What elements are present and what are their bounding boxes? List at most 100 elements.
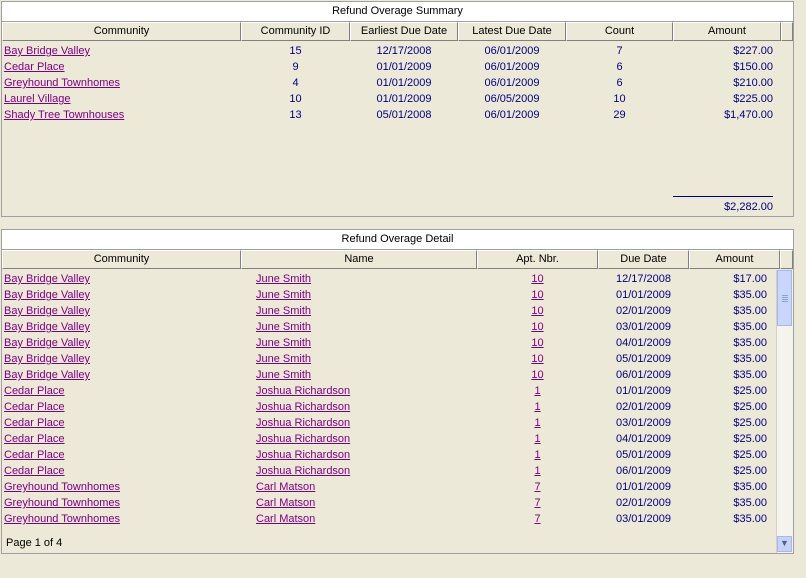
detail-name-link[interactable]: June Smith bbox=[256, 305, 312, 317]
detail-apt-link[interactable]: 7 bbox=[534, 513, 541, 525]
detail-name-link[interactable]: Carl Matson bbox=[256, 481, 316, 493]
summary-col-earliest-due[interactable]: Earliest Due Date bbox=[350, 22, 458, 41]
summary-community-link[interactable]: Cedar Place bbox=[4, 61, 65, 73]
table-row: Greyhound Townhomes Carl Matson 7 02/01/… bbox=[2, 495, 776, 511]
detail-name-link[interactable]: June Smith bbox=[256, 369, 312, 381]
detail-community-link[interactable]: Bay Bridge Valley bbox=[4, 289, 91, 301]
detail-amount: $35.00 bbox=[733, 321, 767, 333]
detail-apt-link[interactable]: 7 bbox=[534, 497, 541, 509]
detail-name-link[interactable]: June Smith bbox=[256, 353, 312, 365]
detail-community-link[interactable]: Bay Bridge Valley bbox=[4, 369, 91, 381]
table-row: Bay Bridge Valley June Smith 10 06/01/20… bbox=[2, 367, 776, 383]
scroll-down-button[interactable]: ▼ bbox=[777, 536, 792, 552]
detail-community-link[interactable]: Bay Bridge Valley bbox=[4, 273, 91, 285]
summary-earliest-date: 12/17/2008 bbox=[376, 45, 432, 57]
detail-name-link[interactable]: Carl Matson bbox=[256, 497, 316, 509]
table-row: Bay Bridge Valley June Smith 10 12/17/20… bbox=[2, 271, 776, 287]
detail-community-link[interactable]: Bay Bridge Valley bbox=[4, 321, 91, 333]
table-row: Cedar Place Joshua Richardson 1 03/01/20… bbox=[2, 415, 776, 431]
table-row: Cedar Place Joshua Richardson 1 05/01/20… bbox=[2, 447, 776, 463]
detail-name-link[interactable]: June Smith bbox=[256, 321, 312, 333]
detail-col-amount[interactable]: Amount bbox=[689, 250, 780, 269]
summary-latest-date: 06/01/2009 bbox=[484, 61, 540, 73]
detail-col-name[interactable]: Name bbox=[241, 250, 477, 269]
detail-apt-link[interactable]: 10 bbox=[531, 369, 544, 381]
detail-name-link[interactable]: Joshua Richardson bbox=[256, 465, 351, 477]
detail-apt-link[interactable]: 10 bbox=[531, 321, 544, 333]
detail-community-link[interactable]: Greyhound Townhomes bbox=[4, 481, 120, 493]
detail-scrollbar[interactable]: ▼ bbox=[776, 270, 793, 553]
summary-col-count[interactable]: Count bbox=[566, 22, 673, 41]
summary-community-link[interactable]: Greyhound Townhomes bbox=[4, 77, 120, 89]
grip-line bbox=[782, 299, 788, 300]
table-row: Bay Bridge Valley June Smith 10 05/01/20… bbox=[2, 351, 776, 367]
detail-apt-link[interactable]: 1 bbox=[534, 417, 541, 429]
summary-col-latest-due[interactable]: Latest Due Date bbox=[458, 22, 566, 41]
detail-name-link[interactable]: Joshua Richardson bbox=[256, 385, 351, 397]
table-row: Greyhound Townhomes Carl Matson 7 01/01/… bbox=[2, 479, 776, 495]
detail-community-link[interactable]: Greyhound Townhomes bbox=[4, 513, 120, 525]
table-row: Bay Bridge Valley June Smith 10 03/01/20… bbox=[2, 319, 776, 335]
detail-name-link[interactable]: Carl Matson bbox=[256, 513, 316, 525]
detail-due-date: 05/01/2009 bbox=[615, 449, 672, 461]
detail-community-link[interactable]: Bay Bridge Valley bbox=[4, 337, 91, 349]
scrollbar-thumb[interactable] bbox=[777, 270, 792, 326]
table-row: Cedar Place Joshua Richardson 1 02/01/20… bbox=[2, 399, 776, 415]
detail-due-date: 01/01/2009 bbox=[615, 481, 672, 493]
detail-amount: $25.00 bbox=[733, 449, 767, 461]
summary-community-link[interactable]: Laurel Village bbox=[4, 93, 71, 105]
detail-apt-link[interactable]: 10 bbox=[531, 289, 544, 301]
summary-col-community[interactable]: Community bbox=[2, 22, 241, 41]
detail-community-link[interactable]: Cedar Place bbox=[4, 433, 65, 445]
summary-col-community-id[interactable]: Community ID bbox=[241, 22, 350, 41]
detail-col-community[interactable]: Community bbox=[2, 250, 241, 269]
summary-community-link[interactable]: Shady Tree Townhouses bbox=[4, 109, 125, 121]
detail-community-link[interactable]: Greyhound Townhomes bbox=[4, 497, 120, 509]
summary-amount: $1,470.00 bbox=[724, 109, 773, 121]
detail-name-link[interactable]: Joshua Richardson bbox=[256, 401, 351, 413]
summary-latest-date: 06/01/2009 bbox=[484, 109, 540, 121]
detail-apt-link[interactable]: 7 bbox=[534, 481, 541, 493]
detail-community-link[interactable]: Cedar Place bbox=[4, 417, 65, 429]
detail-col-apt-nbr[interactable]: Apt. Nbr. bbox=[477, 250, 598, 269]
grip-line bbox=[782, 295, 788, 296]
detail-name-link[interactable]: June Smith bbox=[256, 273, 312, 285]
detail-name-link[interactable]: June Smith bbox=[256, 337, 312, 349]
summary-col-amount[interactable]: Amount bbox=[673, 22, 781, 41]
detail-due-date: 04/01/2009 bbox=[615, 433, 672, 445]
detail-apt-link[interactable]: 1 bbox=[534, 433, 541, 445]
summary-community-id: 9 bbox=[292, 61, 299, 73]
detail-due-date: 01/01/2009 bbox=[615, 289, 672, 301]
detail-amount: $25.00 bbox=[733, 385, 767, 397]
detail-community-link[interactable]: Bay Bridge Valley bbox=[4, 353, 91, 365]
detail-community-link[interactable]: Cedar Place bbox=[4, 465, 65, 477]
table-row: Bay Bridge Valley June Smith 10 02/01/20… bbox=[2, 303, 776, 319]
detail-apt-link[interactable]: 1 bbox=[534, 385, 541, 397]
detail-name-link[interactable]: June Smith bbox=[256, 289, 312, 301]
table-row: Greyhound Townhomes Carl Matson 7 03/01/… bbox=[2, 511, 776, 527]
detail-community-link[interactable]: Bay Bridge Valley bbox=[4, 305, 91, 317]
summary-earliest-date: 05/01/2008 bbox=[376, 109, 432, 121]
detail-name-link[interactable]: Joshua Richardson bbox=[256, 417, 351, 429]
detail-apt-link[interactable]: 10 bbox=[531, 305, 544, 317]
detail-community-link[interactable]: Cedar Place bbox=[4, 449, 65, 461]
detail-apt-link[interactable]: 1 bbox=[534, 449, 541, 461]
detail-apt-link[interactable]: 10 bbox=[531, 353, 544, 365]
detail-name-link[interactable]: Joshua Richardson bbox=[256, 433, 351, 445]
detail-community-link[interactable]: Cedar Place bbox=[4, 401, 65, 413]
summary-count: 10 bbox=[613, 93, 626, 105]
detail-apt-link[interactable]: 10 bbox=[531, 337, 544, 349]
detail-apt-link[interactable]: 10 bbox=[531, 273, 544, 285]
summary-amount: $227.00 bbox=[733, 45, 773, 57]
detail-name-link[interactable]: Joshua Richardson bbox=[256, 449, 351, 461]
summary-amount: $225.00 bbox=[733, 93, 773, 105]
table-row: Cedar Place Joshua Richardson 1 01/01/20… bbox=[2, 383, 776, 399]
detail-header-filler bbox=[780, 250, 793, 269]
detail-apt-link[interactable]: 1 bbox=[534, 401, 541, 413]
detail-amount: $35.00 bbox=[733, 353, 767, 365]
detail-community-link[interactable]: Cedar Place bbox=[4, 385, 65, 397]
detail-col-due-date[interactable]: Due Date bbox=[598, 250, 689, 269]
detail-apt-link[interactable]: 1 bbox=[534, 465, 541, 477]
summary-community-link[interactable]: Bay Bridge Valley bbox=[4, 45, 91, 57]
table-row: Bay Bridge Valley 15 12/17/2008 06/01/20… bbox=[2, 43, 793, 59]
